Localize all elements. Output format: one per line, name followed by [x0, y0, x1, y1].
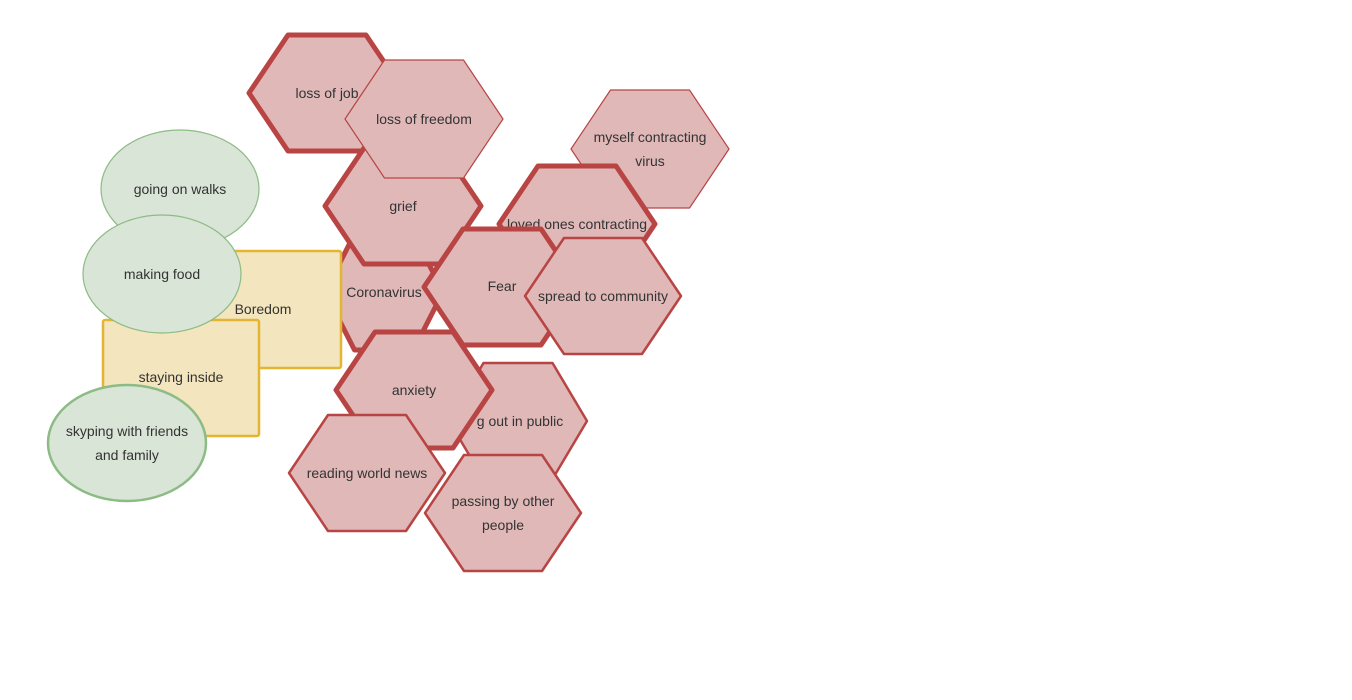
node-label: Coronavirus	[346, 284, 421, 300]
node-reading-world-news[interactable]: reading world news	[287, 413, 447, 533]
node-spread-to-community[interactable]: spread to community	[523, 236, 683, 356]
node-label: g out in public	[477, 413, 563, 429]
node-label: making food	[124, 266, 200, 282]
node-skyping-with-friends[interactable]: skyping with friends and family	[46, 383, 208, 503]
hexagon-shape	[344, 59, 504, 179]
ellipse-shape	[46, 383, 208, 503]
hexagon-shape	[287, 413, 447, 533]
node-loss-of-freedom[interactable]: loss of freedom	[344, 59, 504, 179]
node-label: Fear	[488, 278, 517, 294]
node-label: virus	[635, 153, 665, 169]
node-label: staying inside	[139, 369, 224, 385]
node-label: loss of freedom	[376, 111, 472, 127]
node-label: grief	[389, 198, 416, 214]
node-label: going on walks	[134, 181, 227, 197]
node-label: loss of job	[295, 85, 358, 101]
hexagon-shape	[423, 453, 583, 573]
node-label: spread to community	[538, 288, 668, 304]
hexagon-shape	[523, 236, 683, 356]
node-label: and family	[95, 447, 159, 463]
concept-map-nodes: loss of job Coronavirus grief loss of freed…	[46, 32, 730, 573]
node-passing-by-other-people[interactable]: passing by other people	[423, 453, 583, 573]
node-label: myself contracting	[594, 129, 707, 145]
node-label: reading world news	[307, 465, 428, 481]
ellipse-shape	[82, 214, 242, 334]
node-making-food[interactable]: making food	[82, 214, 242, 334]
node-label: anxiety	[392, 382, 436, 398]
node-label: passing by other	[452, 493, 555, 509]
node-label: people	[482, 517, 524, 533]
node-label: skyping with friends	[66, 423, 188, 439]
node-label: Boredom	[235, 301, 292, 317]
